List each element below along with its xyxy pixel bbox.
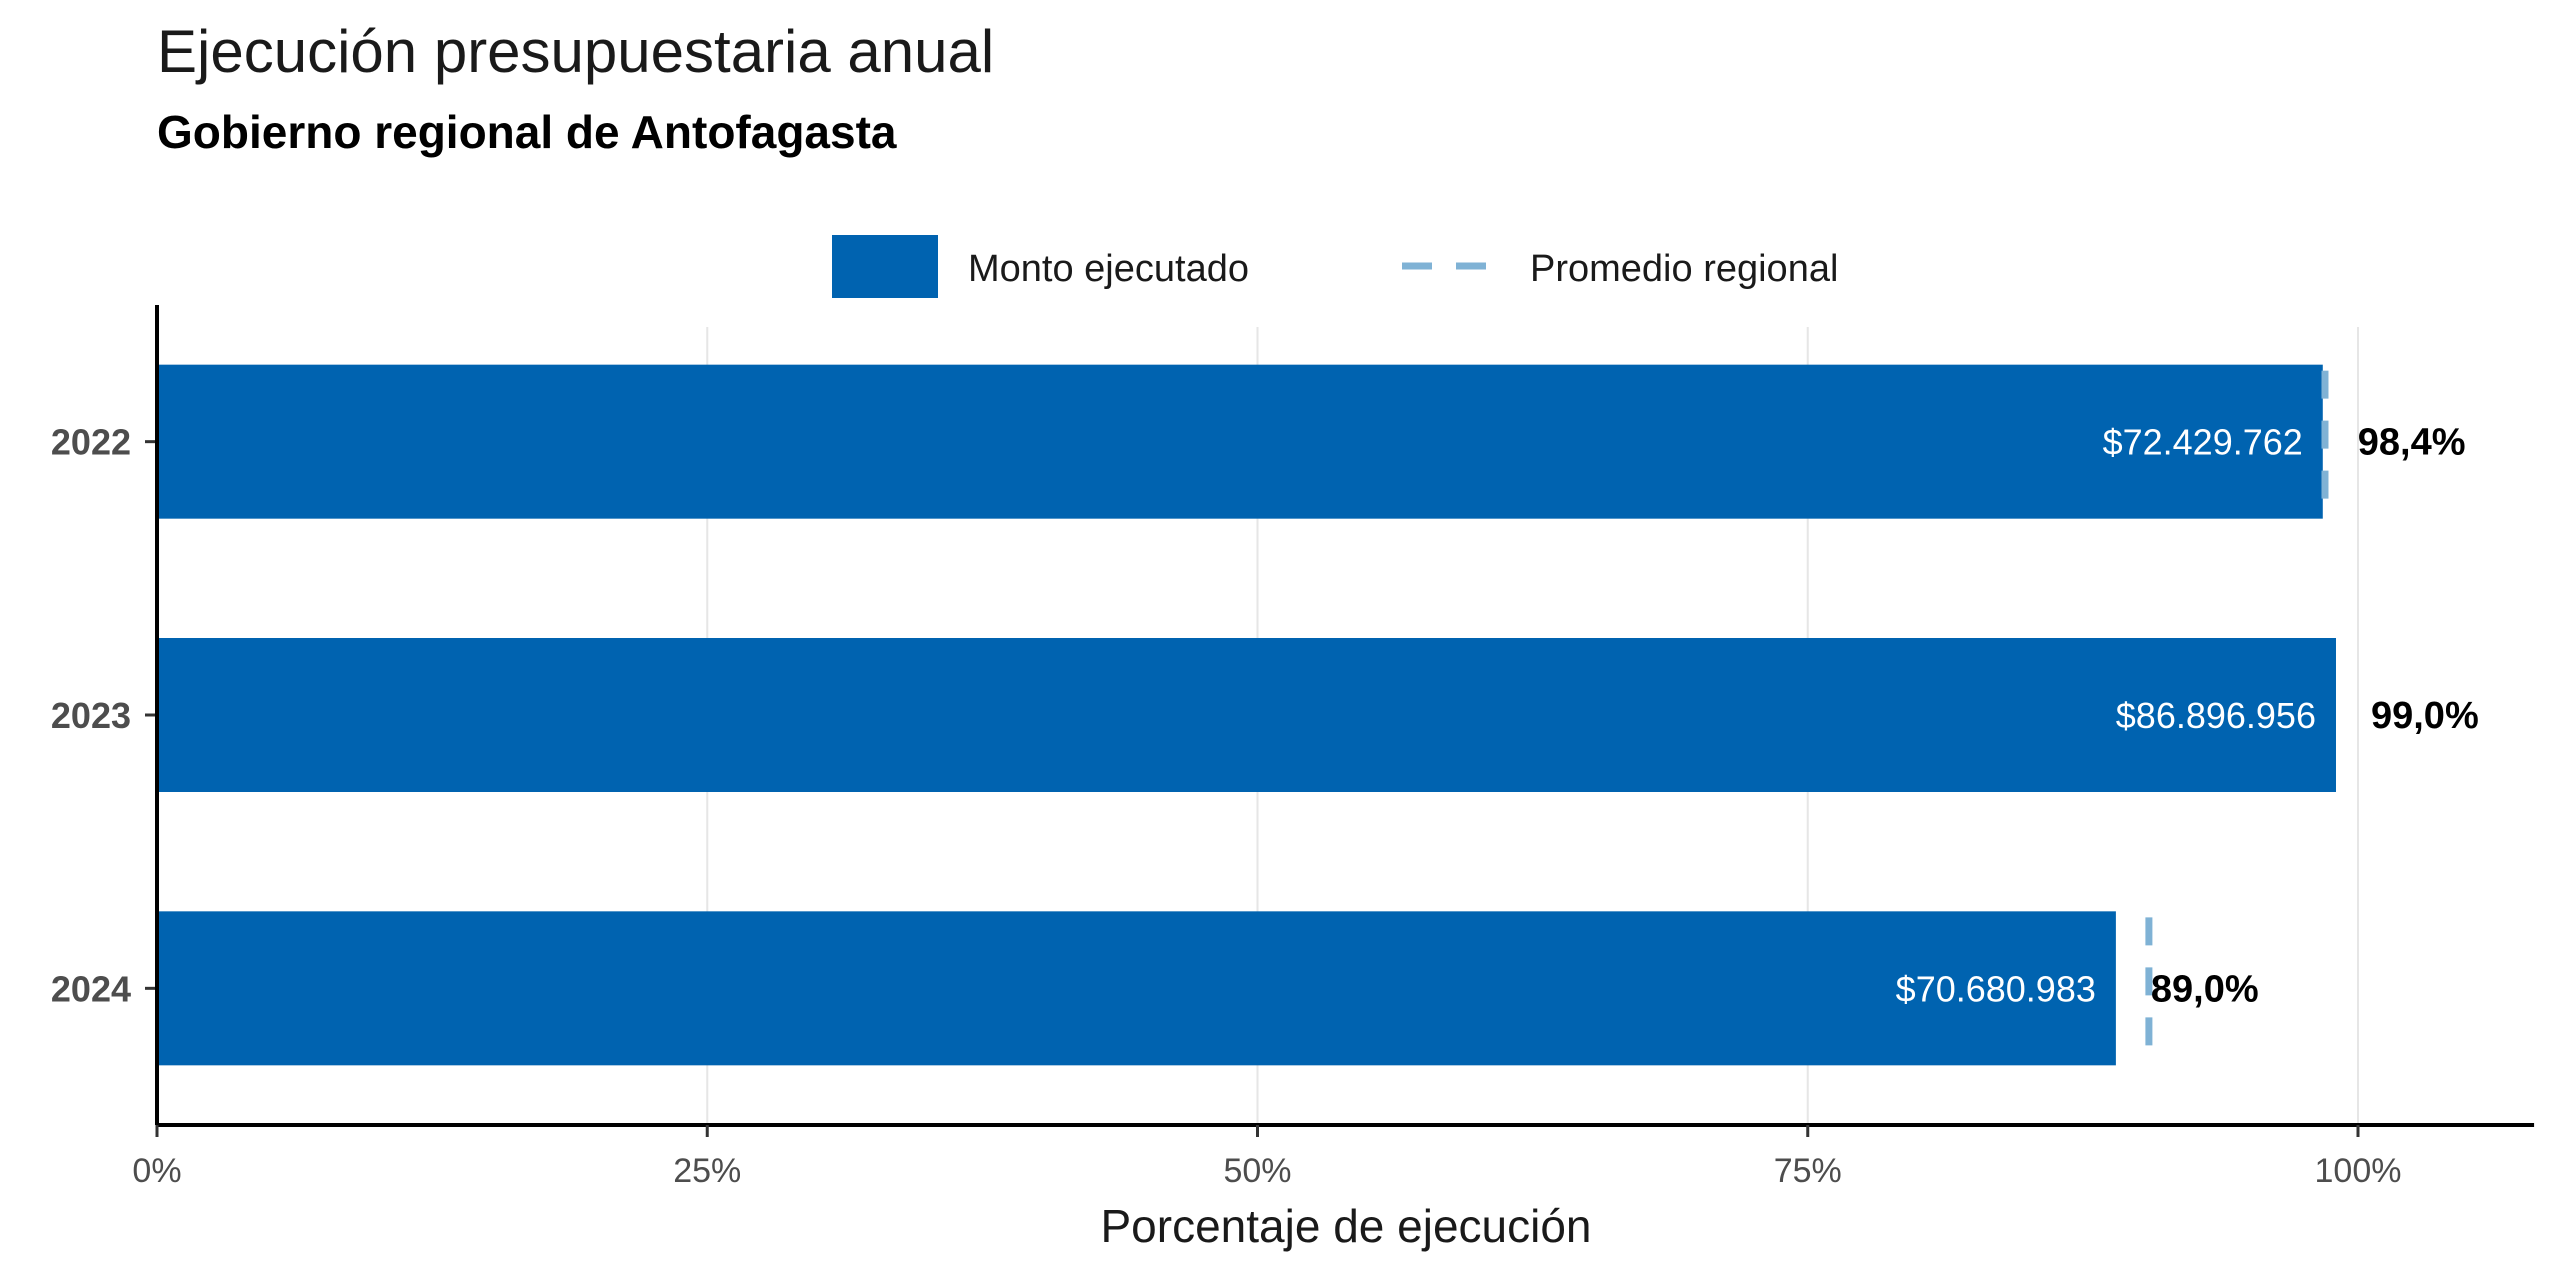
x-tick-label-25: 25% bbox=[673, 1152, 741, 1190]
pct-label-2023: 99,0% bbox=[2371, 695, 2479, 737]
amount-label-2023: $86.896.956 bbox=[2116, 695, 2316, 736]
data-labels: $72.429.762 98,4% $86.896.956 99,0% $70.680.… bbox=[1896, 422, 2479, 1011]
pct-label-2022: 98,4% bbox=[2358, 422, 2466, 464]
legend: Monto ejecutado Promedio regional bbox=[832, 235, 1838, 298]
pct-label-2024: 89,0% bbox=[2151, 968, 2259, 1010]
x-tick-label-50: 50% bbox=[1223, 1152, 1291, 1190]
x-tick-label-0: 0% bbox=[132, 1152, 181, 1190]
y-tick-label-2023: 2023 bbox=[51, 695, 131, 736]
legend-swatch-monto bbox=[832, 235, 938, 298]
bar-2022 bbox=[157, 364, 2323, 519]
bar-2024 bbox=[157, 911, 2116, 1066]
x-tick-label-75: 75% bbox=[1774, 1152, 1842, 1190]
chart-title: Ejecución presupuestaria anual bbox=[157, 18, 994, 85]
bars bbox=[157, 364, 2336, 1066]
y-tick-label-2022: 2022 bbox=[51, 422, 131, 463]
amount-label-2022: $72.429.762 bbox=[2103, 422, 2303, 463]
bar-2023 bbox=[157, 638, 2336, 792]
axes: 2022 2023 2024 0% 25% 50% 75% 100% bbox=[51, 305, 2535, 1190]
x-axis-title: Porcentaje de ejecución bbox=[1101, 1200, 1592, 1252]
legend-label-promedio: Promedio regional bbox=[1530, 248, 1838, 290]
amount-label-2024: $70.680.983 bbox=[1896, 968, 2096, 1009]
regional-average-marks bbox=[2145, 370, 2329, 1066]
chart-subtitle: Gobierno regional de Antofagasta bbox=[157, 106, 897, 158]
legend-label-monto: Monto ejecutado bbox=[968, 248, 1249, 290]
x-tick-label-100: 100% bbox=[2315, 1152, 2402, 1190]
y-tick-label-2024: 2024 bbox=[51, 968, 131, 1009]
